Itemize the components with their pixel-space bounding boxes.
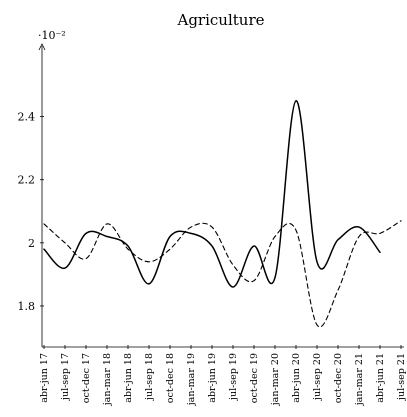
x-tick-label: abr-jun 19 — [207, 353, 218, 403]
y-scale-label: ·10⁻² — [38, 29, 66, 42]
y-tick-label: 2.4 — [18, 111, 36, 124]
series-line-solid — [43, 100, 381, 288]
x-tick-label: oct-dec 20 — [333, 353, 344, 403]
x-tick-label: jan-mar 21 — [354, 353, 365, 406]
x-tick-label: oct-dec 19 — [249, 353, 260, 403]
x-tick-label: oct-dec 18 — [165, 353, 176, 403]
axes — [38, 43, 404, 348]
y-tick-label: 2 — [28, 237, 35, 250]
x-tick-label: oct-dec 17 — [81, 353, 92, 403]
x-tick-label: jan-mar 20 — [270, 353, 281, 406]
ticks: 1.8 2 2.2 2.4 abr-jun 17 jul-sep 17 oct-dec 17… — [18, 111, 407, 407]
x-tick-label: jan-mar 19 — [186, 353, 197, 406]
series-line-dashed — [43, 220, 402, 328]
x-tick-label: jul-sep 19 — [228, 353, 239, 401]
x-tick-label: abr-jun 17 — [39, 353, 50, 403]
x-tick-label: jan-mar 18 — [102, 353, 113, 406]
x-tick-label: jul-sep 18 — [144, 353, 155, 401]
x-tick-label: jul-sep 17 — [60, 353, 71, 401]
x-tick-label: jul-sep 21 — [396, 353, 407, 401]
y-axis-arrow — [38, 43, 46, 51]
chart-title: Agriculture — [177, 11, 265, 29]
x-tick-label: abr-jun 21 — [375, 353, 386, 403]
y-tick-label: 1.8 — [18, 300, 36, 313]
x-tick-label: jul-sep 20 — [312, 353, 323, 401]
x-tick-label: abr-jun 18 — [123, 353, 134, 403]
x-tick-label: abr-jun 20 — [291, 353, 302, 403]
series-lines — [43, 100, 402, 328]
y-tick-label: 2.2 — [18, 174, 36, 187]
